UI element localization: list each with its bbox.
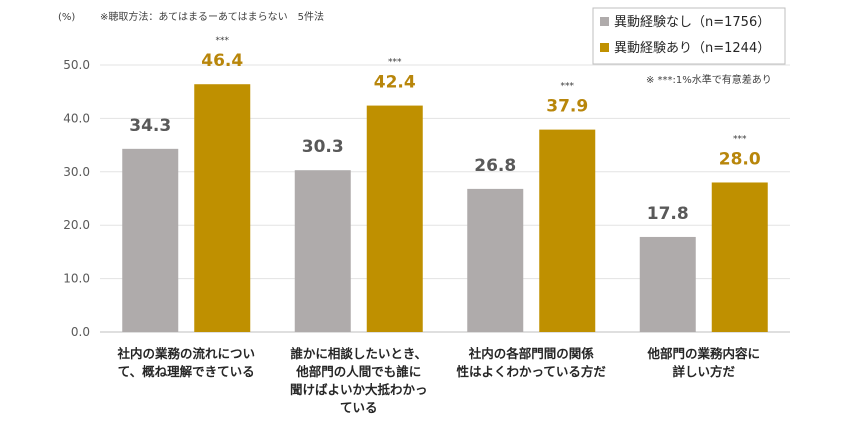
data-label: 26.8 [474,156,516,176]
bars: 34.3 46.4 *** 30.3 42.4 *** 26.8 37.9 *** 17.8 28.… [122,36,768,332]
category-label: て、概ね理解できている [118,364,255,379]
data-label: 37.9 [546,97,588,117]
bar [194,84,251,332]
bar [467,188,524,332]
category-label: 誰かに相談したいとき、 [290,346,427,361]
y-tick-label: 0.0 [71,325,90,339]
category-label: 他部門の人間でも誰に [295,364,421,379]
category-label: 性はよくわかっている方だ [456,364,607,379]
y-tick-label: 50.0 [63,58,90,72]
legend: 異動経験なし（n=1756） 異動経験あり（n=1244） [592,7,786,65]
bar [122,148,179,332]
data-label: 30.3 [302,137,344,157]
significance-marker: *** [388,58,402,68]
y-unit-label: (%) [58,12,75,23]
data-label: 42.4 [374,73,416,93]
bar [639,236,696,332]
category-label: 聞けばよいか大抵わかっ [290,382,428,397]
category-label: 社内の各部門間の関係 [468,346,595,361]
category-label: ている [340,400,378,415]
data-label: 46.4 [201,51,243,71]
significance-note: ※ ***:1%水準で有意差あり [646,73,772,86]
data-label: 34.3 [129,116,171,136]
data-label: 28.0 [719,149,761,169]
significance-marker: *** [216,36,230,46]
legend-label-transfer: 異動経験あり（n=1244） [614,41,770,56]
bar [539,129,596,332]
legend-swatch-no-transfer [600,17,609,26]
y-axis-ticks: 0.0 10.0 20.0 30.0 40.0 50.0 [63,58,90,339]
significance-marker: *** [561,82,575,92]
category-label: 他部門の業務内容に [646,346,760,361]
category-label: 社内の業務の流れについ [116,346,255,361]
legend-box [592,7,786,65]
y-tick-label: 40.0 [63,111,90,125]
category-label: 詳しい方だ [672,364,735,379]
bar [294,170,351,332]
legend-label-no-transfer: 異動経験なし（n=1756） [614,15,770,30]
legend-swatch-transfer [600,43,609,52]
y-tick-label: 20.0 [63,218,90,232]
y-tick-label: 30.0 [63,165,90,179]
bar [711,182,768,332]
bar [366,105,423,332]
data-label: 17.8 [647,204,689,224]
significance-marker: *** [733,134,747,144]
y-tick-label: 10.0 [63,272,90,286]
method-note: ※聴取方法：あてはまるーあてはまらない 5件法 [100,10,324,23]
